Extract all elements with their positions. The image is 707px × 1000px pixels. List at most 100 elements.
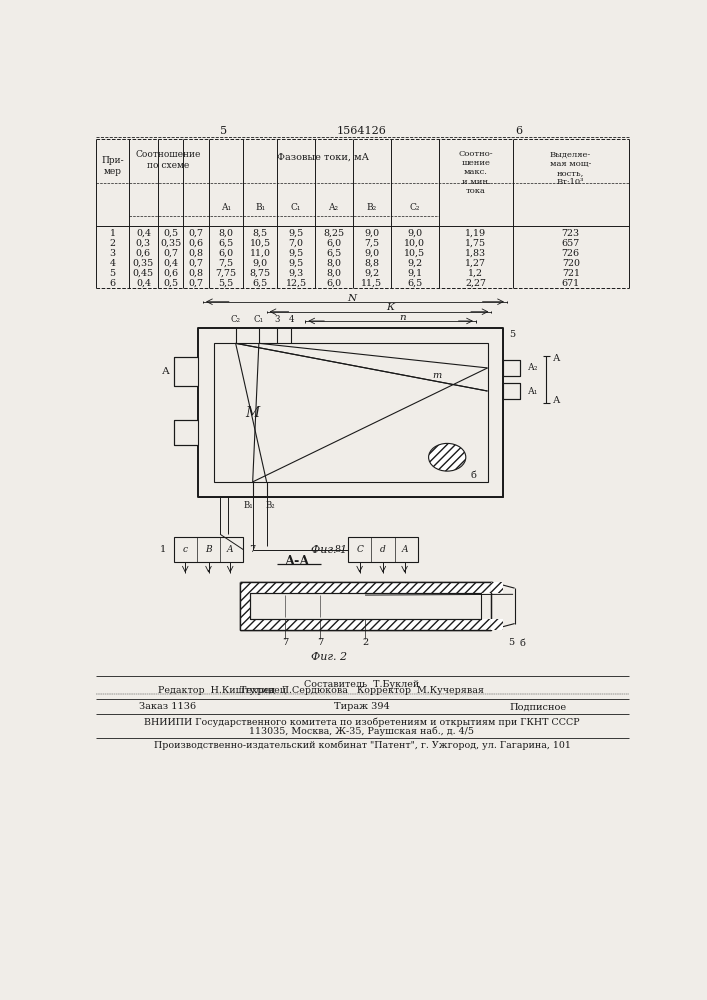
Bar: [199, 328, 503, 497]
Bar: [503, 360, 520, 376]
Text: 8: 8: [334, 545, 340, 554]
Text: 9,5: 9,5: [288, 259, 304, 268]
Text: A: A: [227, 545, 233, 554]
Text: 9,0: 9,0: [364, 229, 379, 238]
Bar: [250, 593, 481, 619]
Text: Заказ 1136: Заказ 1136: [139, 702, 196, 711]
Bar: [491, 582, 503, 593]
Text: 0,7: 0,7: [188, 279, 203, 288]
Text: 7: 7: [282, 638, 288, 647]
Text: 657: 657: [561, 239, 580, 248]
Text: 1: 1: [160, 545, 166, 554]
Text: 6,0: 6,0: [218, 249, 233, 258]
Text: А-А: А-А: [285, 555, 310, 568]
Bar: [174, 357, 199, 386]
Text: 6: 6: [515, 126, 522, 136]
Text: 7: 7: [250, 545, 256, 554]
Bar: [240, 593, 250, 619]
Text: Фазовые токи, мА: Фазовые токи, мА: [277, 152, 369, 161]
Text: 8,25: 8,25: [323, 229, 344, 238]
Text: 720: 720: [562, 259, 580, 268]
Text: 9,2: 9,2: [364, 269, 379, 278]
Text: 6,0: 6,0: [326, 239, 341, 248]
Text: 0,4: 0,4: [136, 279, 151, 288]
Bar: [174, 420, 199, 445]
Text: Составитель  Т.Буклей: Составитель Т.Буклей: [304, 680, 419, 689]
Bar: [174, 537, 243, 562]
Text: 1564126: 1564126: [337, 126, 387, 136]
Bar: [199, 328, 503, 343]
Bar: [488, 343, 503, 482]
Text: А₁: А₁: [528, 387, 538, 396]
Text: 2: 2: [110, 239, 115, 248]
Text: 5: 5: [110, 269, 115, 278]
Text: 9,0: 9,0: [407, 229, 422, 238]
Text: 721: 721: [562, 269, 580, 278]
Bar: [174, 357, 199, 386]
Text: A: A: [402, 545, 408, 554]
Ellipse shape: [428, 443, 466, 471]
Text: 4: 4: [110, 259, 115, 268]
Text: М: М: [245, 406, 259, 420]
Text: m: m: [433, 371, 442, 380]
Text: 10,5: 10,5: [250, 239, 271, 248]
Text: 8,5: 8,5: [253, 229, 268, 238]
Text: 4: 4: [288, 315, 294, 324]
Bar: [240, 619, 491, 630]
Text: C₂: C₂: [230, 315, 240, 324]
Bar: [214, 343, 488, 482]
Text: К: К: [387, 303, 395, 312]
Text: 0,3: 0,3: [136, 239, 151, 248]
Text: 6,5: 6,5: [326, 249, 341, 258]
Text: Соотно-
шение
макс.
и мин.
тока: Соотно- шение макс. и мин. тока: [459, 150, 493, 195]
Text: N: N: [347, 294, 356, 303]
Text: 9,0: 9,0: [253, 259, 268, 268]
Text: C: C: [356, 545, 363, 554]
Text: При-
мер: При- мер: [101, 156, 124, 176]
Bar: [240, 582, 491, 593]
Bar: [503, 383, 520, 399]
Text: 5,5: 5,5: [218, 279, 233, 288]
Bar: [503, 360, 520, 376]
Text: Редактор  Н.Киштулинец: Редактор Н.Киштулинец: [158, 686, 286, 695]
Text: б: б: [520, 639, 525, 648]
Text: 0,35: 0,35: [133, 259, 154, 268]
Text: C₁: C₁: [254, 315, 264, 324]
Bar: [174, 420, 199, 445]
Text: 9,1: 9,1: [407, 269, 422, 278]
Text: 1: 1: [110, 229, 115, 238]
Text: 1,2: 1,2: [468, 269, 484, 278]
Text: B₂: B₂: [366, 203, 376, 212]
Bar: [503, 383, 520, 399]
Text: 12,5: 12,5: [286, 279, 307, 288]
Text: 0,7: 0,7: [188, 259, 203, 268]
Text: 1,75: 1,75: [465, 239, 486, 248]
Text: 7,0: 7,0: [288, 239, 303, 248]
Text: d: d: [380, 545, 386, 554]
Text: 5: 5: [221, 126, 228, 136]
Text: А: А: [553, 354, 560, 363]
Text: 0,5: 0,5: [163, 229, 178, 238]
Text: 0,6: 0,6: [163, 269, 178, 278]
Text: 671: 671: [562, 279, 580, 288]
Text: 6: 6: [110, 279, 115, 288]
Text: 0,35: 0,35: [160, 239, 181, 248]
Text: А: А: [162, 367, 170, 376]
Text: Соотношение
по схеме: Соотношение по схеме: [136, 150, 201, 170]
Text: б: б: [471, 471, 477, 480]
Text: 1,19: 1,19: [465, 229, 486, 238]
Text: 7,75: 7,75: [216, 269, 237, 278]
Text: 8,8: 8,8: [364, 259, 379, 268]
Text: Подписное: Подписное: [509, 702, 566, 711]
Text: 7,5: 7,5: [364, 239, 379, 248]
Text: 8,0: 8,0: [326, 259, 341, 268]
Text: Выделяе-
мая мощ-
ность,
Вт·10³: Выделяе- мая мощ- ность, Вт·10³: [550, 151, 591, 186]
Text: C₂: C₂: [409, 203, 420, 212]
Text: B₂: B₂: [266, 500, 275, 510]
Text: 8,0: 8,0: [326, 269, 341, 278]
Text: 0,6: 0,6: [188, 239, 204, 248]
Text: 0,5: 0,5: [163, 279, 178, 288]
Text: 9,5: 9,5: [288, 249, 304, 258]
Text: 3: 3: [275, 315, 280, 324]
Text: Техред  Л.Сердюкова   Корректор  М.Кучерявая: Техред Л.Сердюкова Корректор М.Кучерявая: [240, 686, 484, 695]
